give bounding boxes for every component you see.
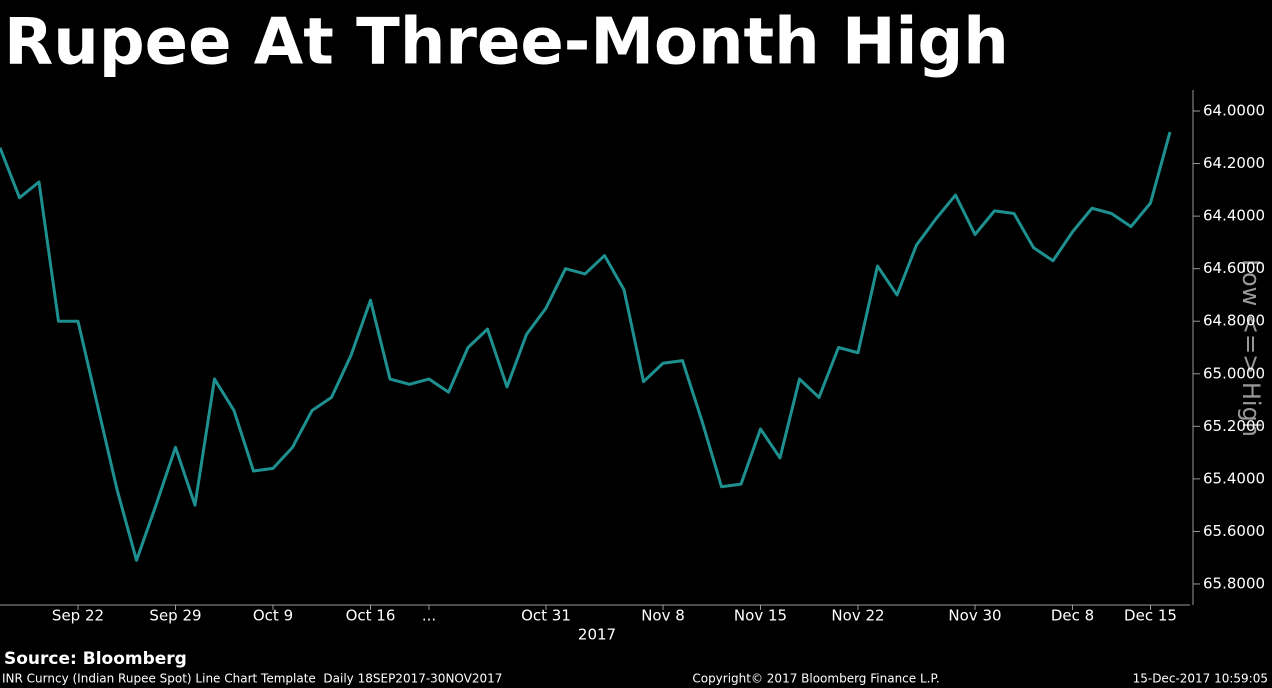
x-tick-label: Sep 29 [149, 607, 201, 625]
x-tick-label: Oct 31 [521, 607, 571, 625]
x-tick-label: Nov 15 [734, 607, 787, 625]
footer-left: INR Curncy (Indian Rupee Spot) Line Char… [2, 672, 502, 686]
x-tick-label: Dec 8 [1051, 607, 1094, 625]
x-tick-label: ... [422, 607, 436, 625]
x-tick-label: Nov 22 [831, 607, 884, 625]
y-tick-label: 64.2000 [1203, 154, 1265, 172]
x-tick-label: Nov 30 [948, 607, 1001, 625]
line-series [0, 131, 1172, 562]
x-tick-label: Nov 8 [641, 607, 685, 625]
y-tick-label: 64.0000 [1203, 102, 1265, 120]
y-tick-label: 65.0000 [1203, 364, 1265, 382]
x-tick-label: Dec 15 [1124, 607, 1177, 625]
y-tick-label: 65.6000 [1203, 522, 1265, 540]
y-tick-label: 64.8000 [1203, 312, 1265, 330]
y-tick-label: 65.4000 [1203, 469, 1265, 487]
footer-right: 15-Dec-2017 10:59:05 [1133, 672, 1268, 686]
y-tick-label: 64.6000 [1203, 259, 1265, 277]
chart-title: Rupee At Three-Month High [4, 6, 1009, 80]
y-tick-label: 64.4000 [1203, 207, 1265, 225]
footer-center: Copyright© 2017 Bloomberg Finance L.P. [692, 672, 939, 686]
y-tick-label: 65.8000 [1203, 574, 1265, 592]
y-tick-label: 65.2000 [1203, 417, 1265, 435]
y-axis-label: Low <=> High [1237, 259, 1265, 437]
x-axis-label: 2017 [578, 626, 616, 644]
x-tick-label: Sep 22 [52, 607, 104, 625]
x-tick-label: Oct 16 [346, 607, 396, 625]
x-tick-label: Oct 9 [253, 607, 293, 625]
source: Source: Bloomberg [4, 649, 187, 669]
